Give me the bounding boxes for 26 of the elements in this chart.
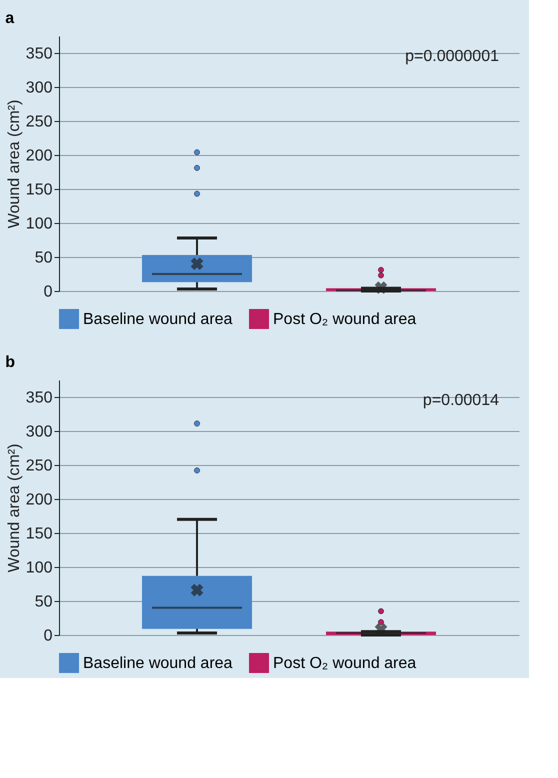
y-tick-label: 100: [26, 560, 53, 576]
annotation: p=0.0000001: [405, 48, 500, 65]
y-axis-title: Wound area (cm²): [6, 100, 23, 228]
y-tick-label: 50: [34, 594, 53, 610]
y-tick-label: 250: [26, 458, 53, 474]
y-tick-label: 300: [26, 424, 53, 440]
legend-label: Post O₂ wound area: [273, 311, 416, 328]
chart-title: a: [5, 10, 14, 27]
y-tick-label: 350: [26, 390, 53, 406]
legend-label: Post O₂ wound area: [273, 655, 416, 672]
y-tick-label: 350: [26, 46, 53, 62]
y-tick-label: 0: [44, 628, 53, 644]
y-tick-label: 300: [26, 80, 53, 96]
chart-title: b: [5, 354, 16, 371]
y-tick-label: 200: [26, 148, 53, 164]
y-tick-label: 150: [26, 526, 53, 542]
y-tick-label: 250: [26, 114, 53, 130]
annotation: p=0.00014: [422, 392, 500, 409]
y-tick-label: 150: [26, 182, 53, 198]
y-axis-title: Wound area (cm²): [6, 444, 23, 572]
y-tick-label: 100: [26, 216, 53, 232]
y-tick-label: 200: [26, 492, 53, 508]
y-tick-label: 0: [44, 284, 53, 300]
legend-label: Baseline wound area: [83, 311, 233, 328]
y-tick-label: 50: [34, 250, 53, 266]
legend-label: Baseline wound area: [83, 655, 233, 672]
